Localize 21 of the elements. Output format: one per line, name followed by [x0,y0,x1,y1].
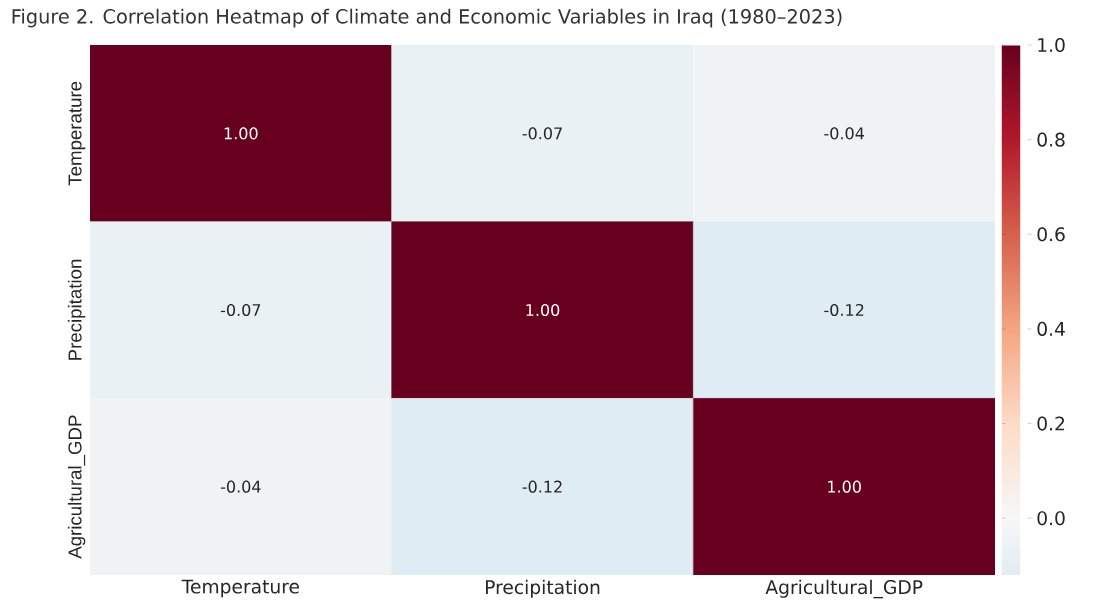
y-tick-label: Temperature [68,81,86,186]
data-label: 1.00 [828,480,861,493]
data-label: -0.07 [220,303,261,317]
y-tick-label: Precipitation [67,259,86,360]
color-bar-label: 0.0 [1037,511,1065,526]
data-label: 1.00 [224,127,258,140]
color-bar-label: 0.6 [1037,227,1065,242]
color-bar-label: 1.0 [1038,37,1065,53]
data-label: -0.07 [522,127,562,140]
data-label: -0.04 [220,480,261,493]
x-tick-label: Temperature [181,579,299,598]
data-label: -0.04 [824,127,864,140]
color-bar-label: 0.4 [1037,321,1065,336]
chart-title: Figure 2. Correlation Heatmap of Climate and Economic Variables in Iraq (1980–2023) [12,8,842,28]
data-label: -0.12 [824,303,864,317]
color-bar-label: 0.2 [1037,416,1065,431]
x-tick-label: Agricultural_GDP [765,579,923,599]
x-tick-label: Precipitation [486,579,600,598]
data-label: -0.12 [522,480,562,493]
data-label: 1.00 [526,303,560,317]
color-bar-label: 0.8 [1037,132,1065,147]
